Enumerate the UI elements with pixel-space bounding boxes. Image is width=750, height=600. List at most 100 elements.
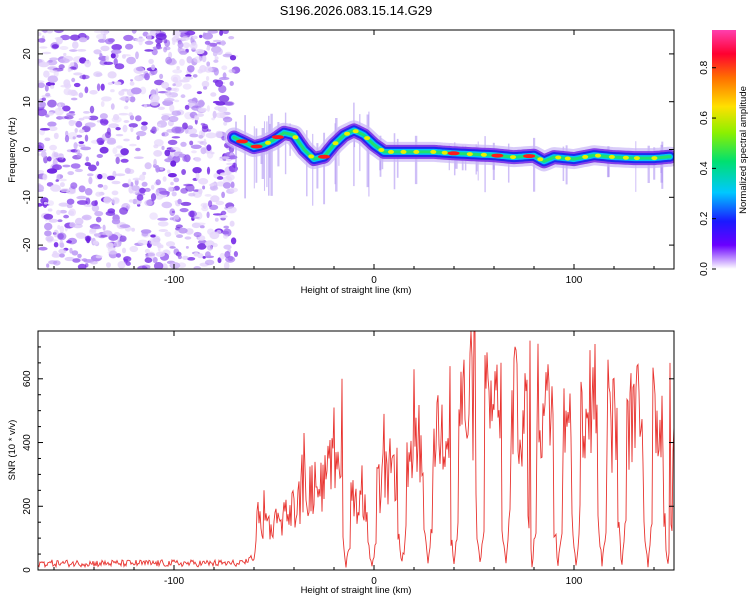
noise-blob: [163, 38, 168, 44]
spectrogram-noise-region: [38, 30, 241, 269]
noise-blob: [110, 52, 116, 59]
noise-blob: [182, 156, 188, 162]
noise-blob: [138, 39, 143, 46]
noise-blob: [162, 176, 167, 182]
noise-blob: [44, 230, 52, 237]
noise-blob: [179, 58, 185, 66]
noise-blob: [107, 137, 116, 144]
noise-blob: [187, 125, 193, 130]
noise-blob: [144, 162, 152, 170]
colorbar: 0.0 0.2 0.4 0.6 0.8 Normalized spectral ampl…: [699, 30, 749, 276]
noise-blob: [194, 115, 198, 121]
noise-blob: [226, 162, 233, 166]
noise-blob: [210, 195, 220, 203]
noise-blob: [46, 168, 58, 174]
noise-blob: [137, 239, 149, 246]
noise-blob: [69, 66, 77, 70]
noise-blob: [105, 38, 114, 45]
noise-blob: [137, 265, 148, 269]
noise-blob: [177, 255, 182, 260]
noise-blob: [206, 46, 211, 51]
noise-blob: [209, 185, 219, 191]
noise-blob: [204, 66, 213, 73]
noise-blob: [191, 150, 197, 154]
noise-blob: [157, 123, 162, 128]
noise-blob: [141, 181, 148, 187]
noise-blob: [188, 210, 197, 218]
y-tick-label: 200: [22, 497, 33, 514]
noise-blob: [179, 208, 189, 213]
noise-blob: [48, 260, 58, 265]
noise-blob: [187, 257, 196, 261]
noise-blob: [194, 157, 202, 162]
noise-blob: [43, 213, 54, 220]
noise-blob: [127, 178, 132, 186]
noise-blob: [187, 65, 195, 73]
y-tick-label: 400: [22, 434, 33, 451]
noise-blob: [204, 194, 212, 197]
noise-blob: [100, 83, 105, 91]
noise-blob: [217, 257, 222, 264]
noise-blob: [82, 116, 91, 119]
noise-blob: [215, 200, 225, 206]
noise-blob: [174, 99, 180, 103]
noise-blob: [205, 76, 210, 81]
noise-blob: [111, 44, 122, 51]
noise-blob: [106, 262, 111, 268]
noise-blob: [167, 169, 171, 174]
noise-blob: [204, 259, 215, 266]
noise-blob: [197, 107, 207, 113]
noise-blob: [157, 221, 169, 227]
noise-blob: [44, 84, 49, 92]
noise-blob: [72, 41, 79, 49]
noise-blob: [203, 86, 208, 90]
snr-line: [38, 331, 674, 569]
noise-blob: [62, 105, 71, 112]
noise-blob: [228, 69, 236, 74]
noise-blob: [54, 30, 64, 34]
noise-blob: [193, 231, 202, 238]
noise-blob: [158, 229, 168, 232]
noise-blob: [48, 218, 58, 223]
noise-blob: [47, 156, 52, 162]
noise-blob: [189, 133, 199, 138]
noise-blob: [120, 148, 129, 156]
noise-blob: [97, 184, 104, 188]
noise-blob: [144, 49, 154, 52]
snr-panel: -100 0 100 0 200 400 600 Height of straight li…: [7, 330, 675, 596]
noise-blob: [161, 81, 170, 89]
noise-blob: [174, 229, 179, 236]
noise-blob: [66, 189, 76, 195]
noise-blob: [169, 246, 176, 249]
noise-blob: [57, 232, 67, 241]
noise-blob: [76, 134, 83, 138]
noise-blob: [167, 94, 172, 99]
noise-blob: [39, 46, 48, 49]
ridge-hotspot: [430, 149, 437, 154]
noise-blob: [114, 63, 125, 70]
noise-blob: [84, 188, 93, 196]
noise-blob: [75, 120, 83, 128]
colorbar-tick-label: 0.4: [699, 161, 710, 175]
noise-blob: [198, 188, 203, 195]
ridge-hotspot: [292, 135, 299, 140]
noise-blob: [193, 266, 201, 269]
noise-blob: [134, 75, 144, 82]
noise-blob: [119, 207, 128, 215]
noise-blob: [70, 62, 75, 67]
noise-blob: [59, 34, 71, 41]
noise-blob: [105, 131, 112, 139]
ridge-hotspot: [318, 154, 330, 159]
noise-blob: [95, 191, 102, 197]
noise-blob: [233, 251, 238, 257]
noise-blob: [77, 253, 82, 259]
noise-blob: [229, 187, 238, 193]
noise-blob: [230, 237, 237, 245]
noise-blob: [172, 83, 176, 87]
noise-blob: [93, 233, 101, 237]
noise-blob: [229, 81, 234, 86]
noise-blob: [219, 76, 230, 81]
noise-blob: [68, 210, 75, 216]
